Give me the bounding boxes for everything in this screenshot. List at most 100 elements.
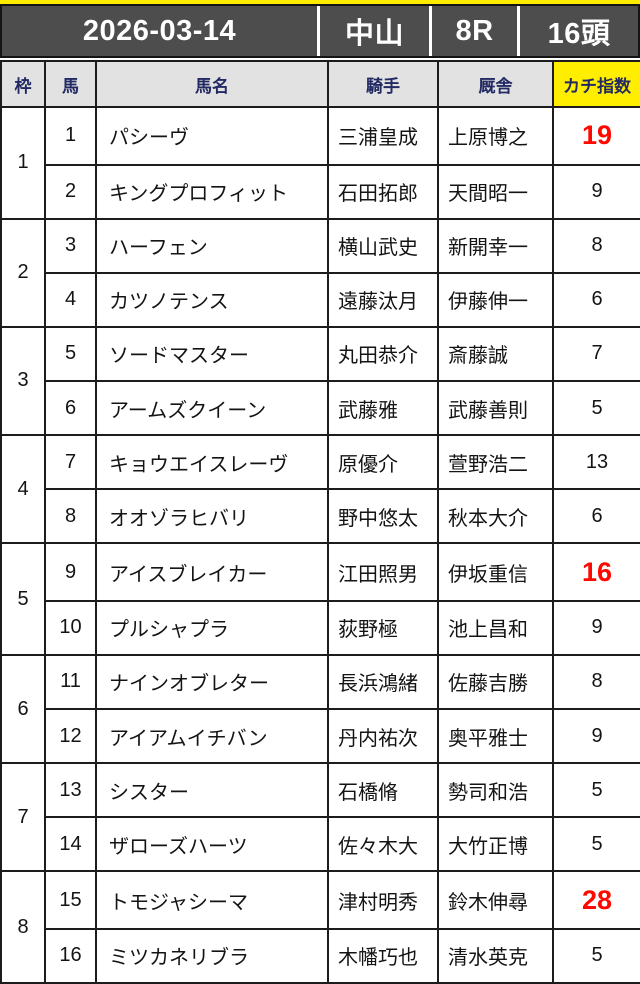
stable-name: 伊坂重信	[437, 542, 554, 602]
stable-name: 鈴木伸尋	[437, 870, 554, 930]
table-row: 12 アイアムイチバン 丹内祐次 奥平雅士 9	[1, 707, 640, 765]
column-header-waku: 枠	[0, 60, 46, 108]
table-row: 6 11 ナインオブレター 長浜鴻緒 佐藤吉勝 8	[0, 653, 640, 765]
horse-name: ザローズハーツ	[95, 816, 329, 873]
horse-number: 6	[44, 379, 97, 437]
column-header-jockey: 騎手	[327, 60, 439, 108]
stable-name: 萱野浩二	[437, 434, 554, 491]
stable-name: 佐藤吉勝	[437, 653, 554, 711]
horse-name: シスター	[95, 762, 329, 819]
frame-number-cell: 5	[0, 542, 46, 656]
jockey-name: 荻野極	[327, 599, 439, 656]
kachi-index-value: 6	[552, 488, 640, 545]
horse-number: 1	[44, 106, 97, 166]
horse-name: トモジャシーマ	[95, 870, 329, 930]
column-header-stable: 厩舎	[437, 60, 554, 108]
horse-number: 16	[44, 927, 97, 984]
table-row: 7 13 シスター 石橋脩 勢司和浩 5	[0, 762, 640, 873]
kachi-index-value: 13	[552, 434, 640, 491]
stable-name: 上原博之	[437, 106, 554, 166]
kachi-index-value: 8	[552, 653, 640, 711]
table-row: 6 アームズクイーン 武藤雅 武藤善則 5	[1, 379, 640, 437]
race-date: 2026-03-14	[2, 6, 317, 56]
frame-number-cell: 1	[0, 106, 46, 220]
jockey-name: 長浜鴻緒	[327, 653, 439, 711]
table-row: 8 オオゾラヒバリ 野中悠太 秋本大介 6	[1, 488, 640, 545]
race-track: 中山	[320, 6, 429, 56]
stable-name: 伊藤伸一	[437, 271, 554, 328]
race-head-count: 16頭	[520, 6, 638, 56]
stable-name: 池上昌和	[437, 599, 554, 656]
kachi-index-value: 6	[552, 271, 640, 328]
kachi-index-value: 7	[552, 325, 640, 382]
jockey-name: 津村明秀	[327, 870, 439, 930]
race-header-bar: 2026-03-14 中山 8R 16頭	[0, 4, 640, 58]
horse-number: 10	[44, 599, 97, 656]
jockey-name: 武藤雅	[327, 379, 439, 437]
jockey-name: 石橋脩	[327, 762, 439, 819]
frame-number-cell: 8	[0, 870, 46, 984]
frame-number-cell: 2	[0, 217, 46, 328]
frame-number-cell: 7	[0, 762, 46, 873]
jockey-name: 佐々木大	[327, 816, 439, 873]
horse-name: ソードマスター	[95, 325, 329, 382]
stable-name: 勢司和浩	[437, 762, 554, 819]
jockey-name: 江田照男	[327, 542, 439, 602]
horse-number: 2	[44, 163, 97, 220]
table-row: 10 プルシャプラ 荻野極 池上昌和 9	[1, 599, 640, 656]
horse-name: パシーヴ	[95, 106, 329, 166]
horse-name: カツノテンス	[95, 271, 329, 328]
kachi-index-value: 9	[552, 707, 640, 765]
table-row: 4 7 キョウエイスレーヴ 原優介 萱野浩二 13	[0, 434, 640, 545]
kachi-index-value: 16	[552, 542, 640, 602]
stable-name: 秋本大介	[437, 488, 554, 545]
kachi-index-value: 5	[552, 816, 640, 873]
horse-name: ミツカネリブラ	[95, 927, 329, 984]
jockey-name: 木幡巧也	[327, 927, 439, 984]
horse-number: 8	[44, 488, 97, 545]
kachi-index-value: 8	[552, 217, 640, 274]
jockey-name: 石田拓郎	[327, 163, 439, 220]
column-header-index: カチ指数	[552, 60, 640, 108]
horse-name: アイスブレイカー	[95, 542, 329, 602]
frame-number-cell: 4	[0, 434, 46, 545]
table-row: 8 15 トモジャシーマ 津村明秀 鈴木伸尋 28	[0, 870, 640, 984]
table-row: 3 5 ソードマスター 丸田恭介 斎藤誠 7	[0, 325, 640, 437]
horse-name: キョウエイスレーヴ	[95, 434, 329, 491]
horse-number: 4	[44, 271, 97, 328]
horse-number: 14	[44, 816, 97, 873]
stable-name: 新開幸一	[437, 217, 554, 274]
kachi-index-value: 5	[552, 379, 640, 437]
jockey-name: 丹内祐次	[327, 707, 439, 765]
race-number: 8R	[432, 6, 517, 56]
horse-number: 3	[44, 217, 97, 274]
kachi-index-value: 28	[552, 870, 640, 930]
top-accent-bar	[0, 0, 640, 4]
stable-name: 天間昭一	[437, 163, 554, 220]
horse-name: アイアムイチバン	[95, 707, 329, 765]
horse-name: アームズクイーン	[95, 379, 329, 437]
frame-number-cell: 3	[0, 325, 46, 437]
jockey-name: 遠藤汰月	[327, 271, 439, 328]
stable-name: 大竹正博	[437, 816, 554, 873]
horse-name: ハーフェン	[95, 217, 329, 274]
table-row: 2 キングプロフィット 石田拓郎 天間昭一 9	[1, 163, 640, 220]
jockey-name: 横山武史	[327, 217, 439, 274]
table-row: 14 ザローズハーツ 佐々木大 大竹正博 5	[1, 816, 640, 873]
kachi-index-value: 9	[552, 599, 640, 656]
kachi-index-value: 9	[552, 163, 640, 220]
column-header-name: 馬名	[95, 60, 329, 108]
kachi-index-value: 5	[552, 927, 640, 984]
table-row: 16 ミツカネリブラ 木幡巧也 清水英克 5	[1, 927, 640, 984]
jockey-name: 丸田恭介	[327, 325, 439, 382]
column-header-uma: 馬	[44, 60, 97, 108]
horse-number: 15	[44, 870, 97, 930]
table-header-row: 枠 馬 馬名 騎手 厩舎 カチ指数	[0, 60, 640, 108]
horse-name: ナインオブレター	[95, 653, 329, 711]
kachi-index-value: 19	[552, 106, 640, 166]
horse-name: キングプロフィット	[95, 163, 329, 220]
horse-number: 13	[44, 762, 97, 819]
horse-number: 7	[44, 434, 97, 491]
table-row: 4 カツノテンス 遠藤汰月 伊藤伸一 6	[1, 271, 640, 328]
